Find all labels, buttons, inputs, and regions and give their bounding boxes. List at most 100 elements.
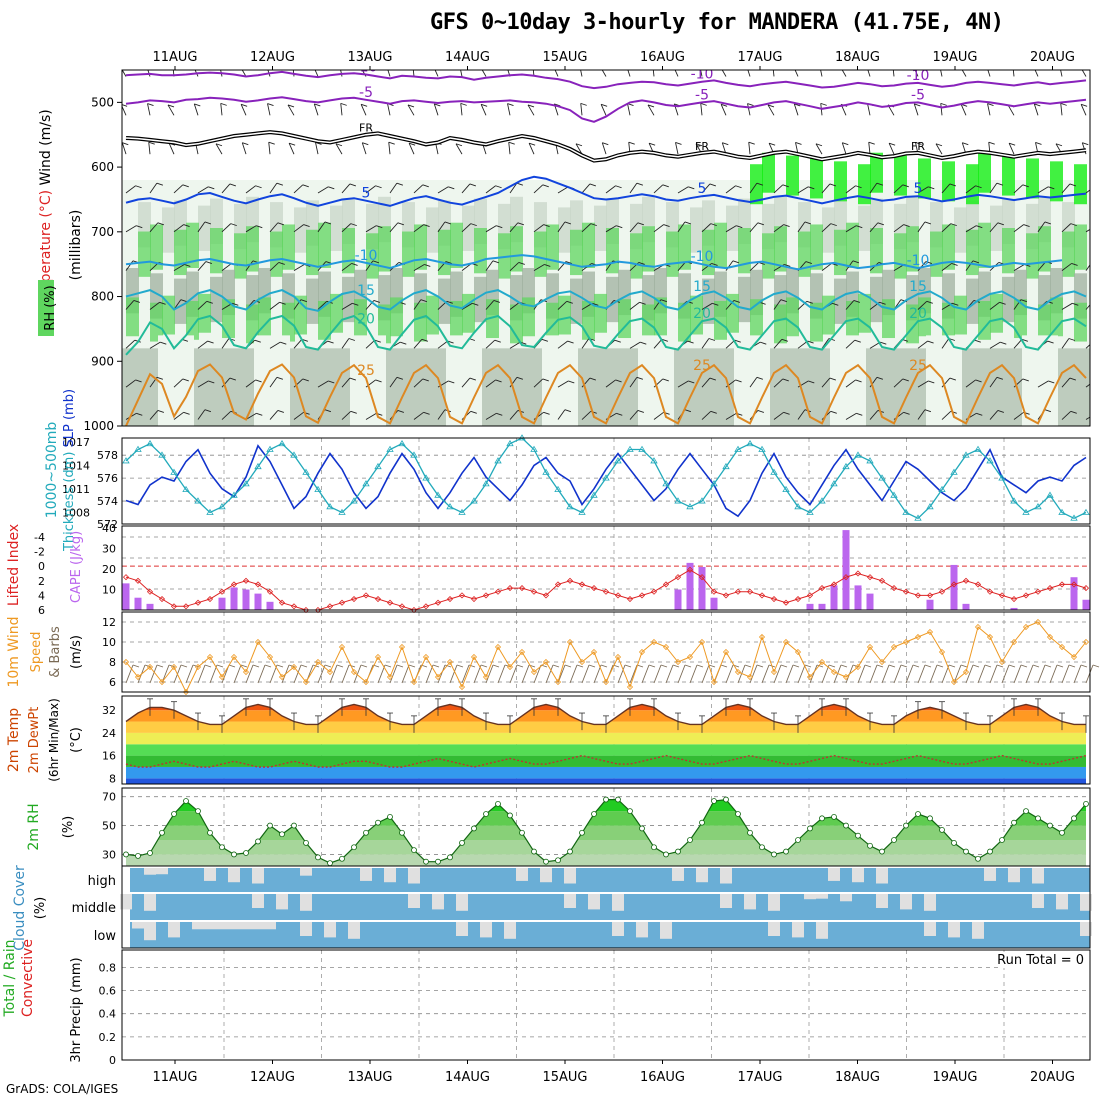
wind-barb: [1061, 664, 1070, 684]
wind-barb: [876, 664, 884, 668]
wind-barb: [468, 664, 476, 668]
wind-barb: [528, 142, 536, 146]
wind-barb: [375, 379, 382, 383]
li-marker: [878, 577, 886, 584]
wind-barb: [400, 341, 407, 345]
cloud-gap: [972, 922, 984, 939]
li-marker: [374, 595, 382, 603]
rh2m-marker: [735, 811, 741, 817]
wind-barb: [629, 410, 639, 420]
wind-barb: [1034, 103, 1041, 107]
cloud-gap: [252, 894, 264, 908]
ylabel-text: (%): [61, 816, 76, 839]
wind-barb: [543, 224, 550, 228]
wind-barb: [335, 143, 343, 155]
wind-barb: [180, 299, 188, 303]
wind-barb: [494, 339, 501, 343]
rh2m-marker: [411, 847, 417, 854]
wind-barb: [1061, 377, 1071, 388]
rh-cell: [426, 207, 439, 253]
wind-barb: [445, 261, 453, 265]
wind-barb: [615, 379, 622, 383]
wind-barb: [215, 143, 223, 155]
li-marker: [434, 599, 442, 606]
day-label-top: 17AUG: [737, 50, 782, 65]
wind-barb: [197, 409, 206, 420]
cloud-gap: [720, 894, 732, 908]
wind-barb: [122, 70, 127, 77]
wind-barb: [725, 664, 734, 684]
wind-barb: [557, 300, 568, 310]
wind-barb: [821, 223, 832, 233]
wind-barb: [941, 263, 952, 272]
li-marker: [554, 581, 562, 588]
cape-bar: [1070, 577, 1078, 610]
li-marker: [746, 588, 754, 595]
thickness-marker: [686, 503, 694, 510]
wind-barb: [160, 341, 167, 345]
rh-cell: [1002, 276, 1015, 323]
wind-barb: [677, 380, 689, 388]
wind-barb: [245, 379, 256, 388]
wind-barb: [744, 664, 752, 668]
cloud-gap: [348, 922, 360, 939]
contour-line: [125, 314, 1087, 356]
wind-barb: [893, 378, 904, 388]
cloud-gap: [1032, 894, 1044, 908]
wind-barb: [589, 377, 597, 381]
wind-barb: [1061, 411, 1072, 420]
wind-barb: [1037, 664, 1046, 684]
wind-marker: [218, 673, 226, 681]
wind-barb: [447, 340, 454, 344]
wind-barb: [700, 65, 706, 67]
wind-barb: [653, 224, 664, 233]
li-marker: [890, 585, 898, 592]
wind-barb: [288, 142, 295, 155]
wind-barb: [386, 65, 392, 67]
ytick-label: 800: [91, 290, 114, 304]
rh2m-marker: [711, 798, 717, 804]
wind-barb: [580, 65, 586, 67]
wind-barb: [485, 300, 495, 310]
wind-barb: [725, 339, 736, 349]
rh2m-marker: [639, 825, 645, 832]
rh-cell: [938, 335, 950, 426]
rh-cell: [210, 276, 223, 323]
wind-barb: [624, 664, 632, 668]
wind-barb: [485, 379, 496, 388]
wind-barb: [845, 185, 856, 194]
wind-barb: [241, 142, 247, 155]
wind-barb: [636, 182, 644, 186]
rh2m-band: [126, 811, 1086, 826]
wind-barb: [580, 103, 583, 116]
wind-barb: [952, 302, 959, 306]
li-marker: [902, 588, 910, 595]
wind-barb: [600, 66, 606, 68]
wind-barb: [221, 223, 232, 233]
wind-barb: [396, 376, 404, 380]
wind-marker: [710, 678, 718, 686]
wind-barb: [461, 664, 470, 684]
cape-bar: [266, 601, 274, 610]
rh2m-marker: [675, 848, 681, 855]
rh2m-marker: [999, 837, 1005, 843]
wind-marker: [686, 653, 694, 661]
cloud-gap: [876, 868, 888, 884]
wind-marker: [578, 658, 586, 666]
wind-barb: [135, 185, 142, 189]
rh2m-marker: [615, 796, 621, 803]
rh-cell: [230, 348, 242, 426]
rh2m-marker: [459, 839, 465, 846]
cloud-gap: [516, 868, 528, 881]
cloud-gap: [816, 922, 828, 939]
thickness-marker: [986, 457, 994, 464]
rh-cell: [830, 335, 842, 426]
rh2m-marker: [303, 839, 309, 846]
wind-barb: [660, 299, 668, 303]
wind-barb: [773, 411, 784, 420]
cape-bar: [1010, 607, 1018, 610]
wind-barb: [425, 664, 434, 684]
thickness-marker: [206, 508, 214, 515]
wind-barb: [444, 664, 452, 668]
rh2m-marker: [423, 858, 429, 865]
